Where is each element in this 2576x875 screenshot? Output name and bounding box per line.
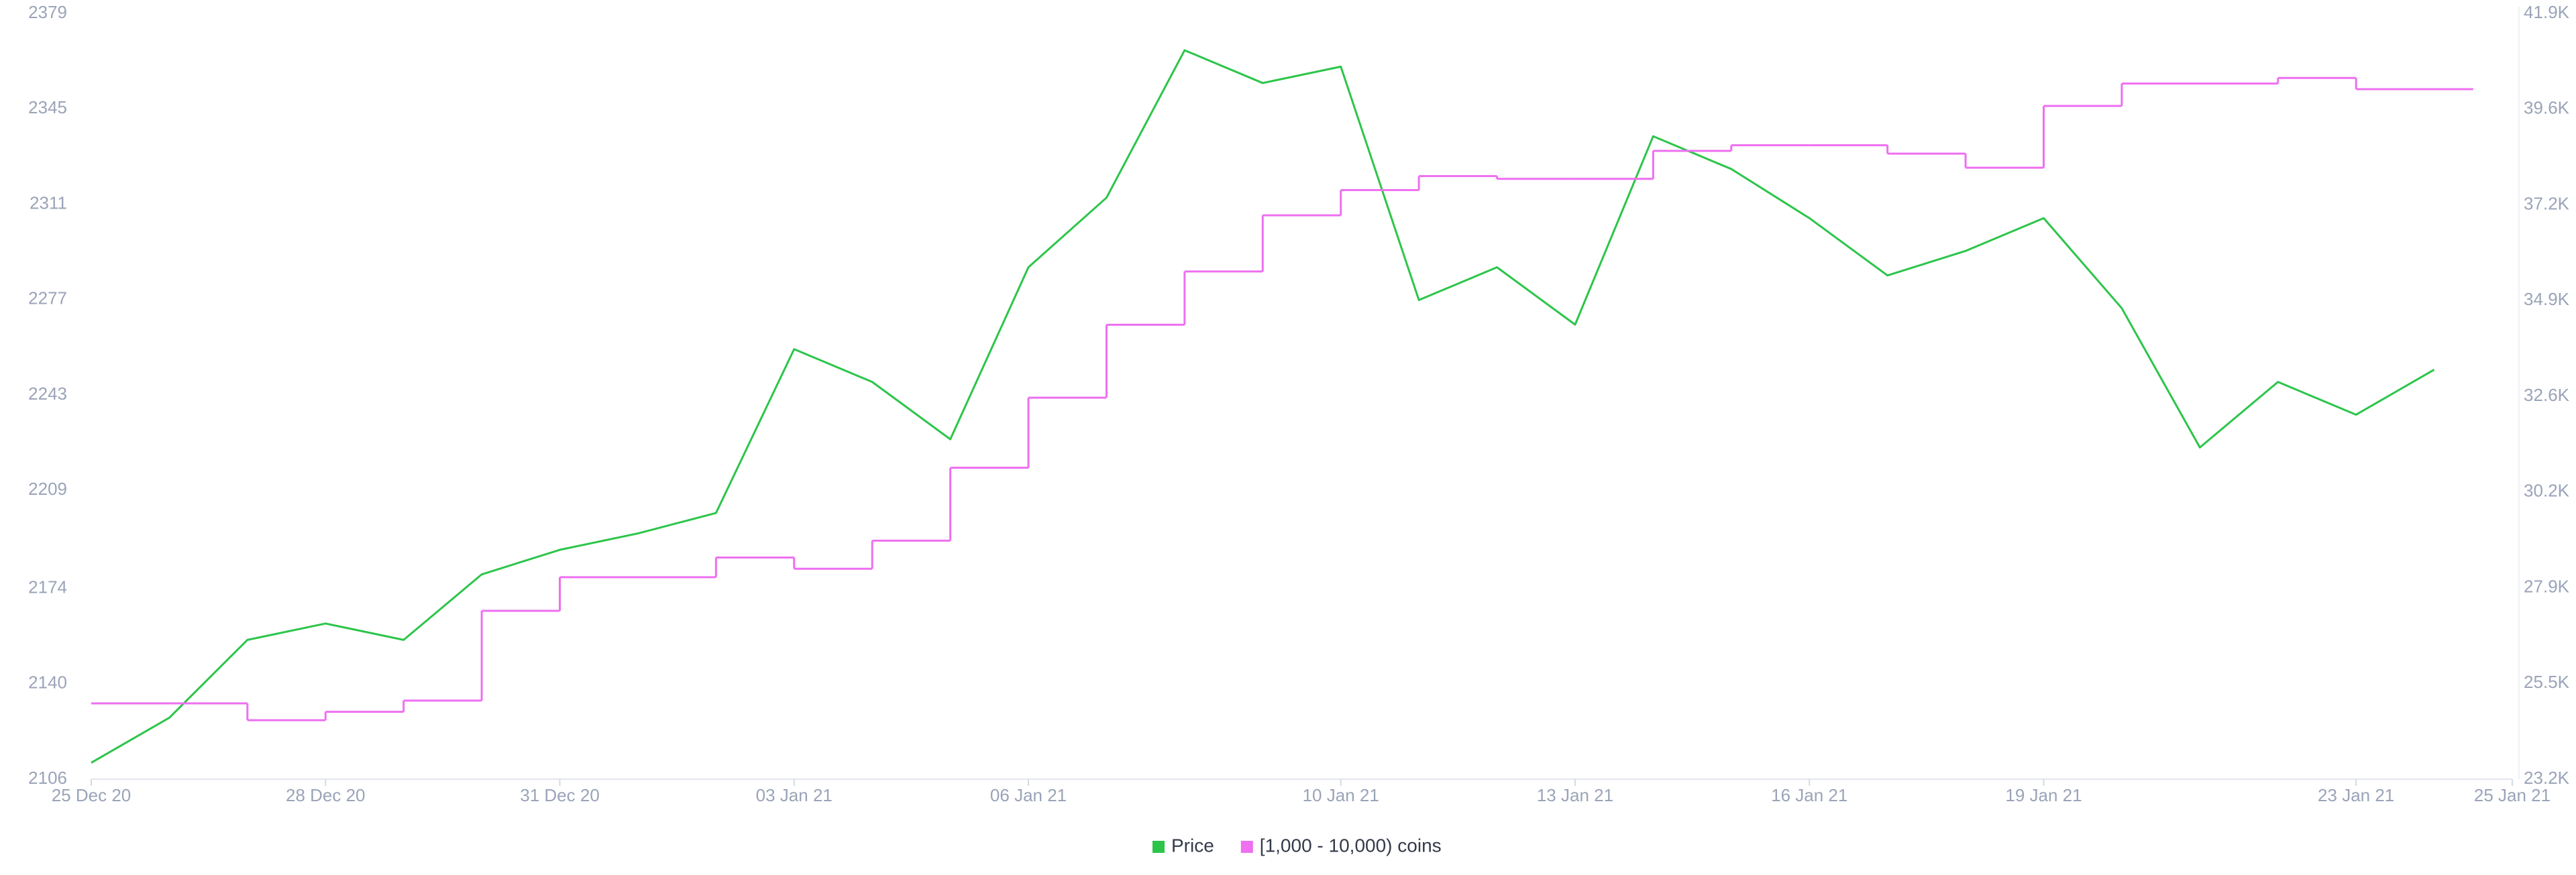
- x-tick-label: 06 Jan 21: [990, 785, 1067, 805]
- y2-tick-label: 37.2K: [2524, 193, 2570, 213]
- x-tick-label: 23 Jan 21: [2318, 785, 2394, 805]
- y2-tick-label: 25.5K: [2524, 672, 2570, 692]
- y-tick-label: 2174: [28, 577, 67, 597]
- y-tick-label: 2106: [28, 768, 67, 788]
- y2-tick-label: 32.6K: [2524, 385, 2570, 405]
- x-tick-label: 03 Jan 21: [756, 785, 833, 805]
- x-tick-label: 10 Jan 21: [1303, 785, 1379, 805]
- legend-swatch: [1240, 841, 1253, 853]
- y2-tick-label: 41.9K: [2524, 2, 2570, 22]
- legend-label: [1,000 - 10,000) coins: [1260, 835, 1442, 856]
- x-tick-label: 25 Jan 21: [2474, 785, 2551, 805]
- y-tick-label: 2379: [28, 2, 67, 22]
- legend-label: Price: [1171, 835, 1214, 856]
- x-tick-label: 16 Jan 21: [1771, 785, 1847, 805]
- y2-tick-label: 30.2K: [2524, 481, 2570, 501]
- y-tick-label: 2209: [28, 479, 67, 499]
- y-tick-label: 2311: [30, 192, 67, 213]
- y-tick-label: 2277: [28, 288, 67, 308]
- x-tick-label: 28 Dec 20: [286, 785, 366, 805]
- y2-tick-label: 23.2K: [2524, 768, 2570, 788]
- y2-tick-label: 27.9K: [2524, 576, 2570, 596]
- y2-tick-label: 39.6K: [2524, 98, 2570, 118]
- y2-tick-label: 34.9K: [2524, 289, 2570, 309]
- x-tick-label: 31 Dec 20: [520, 785, 600, 805]
- x-tick-label: 25 Dec 20: [52, 785, 131, 805]
- y-tick-label: 2140: [28, 673, 67, 693]
- legend-swatch: [1152, 841, 1165, 853]
- x-tick-label: 13 Jan 21: [1537, 785, 1613, 805]
- y-tick-label: 2243: [28, 384, 67, 404]
- y-tick-label: 2345: [28, 97, 67, 117]
- x-tick-label: 19 Jan 21: [2005, 785, 2082, 805]
- price-line: [91, 49, 2435, 764]
